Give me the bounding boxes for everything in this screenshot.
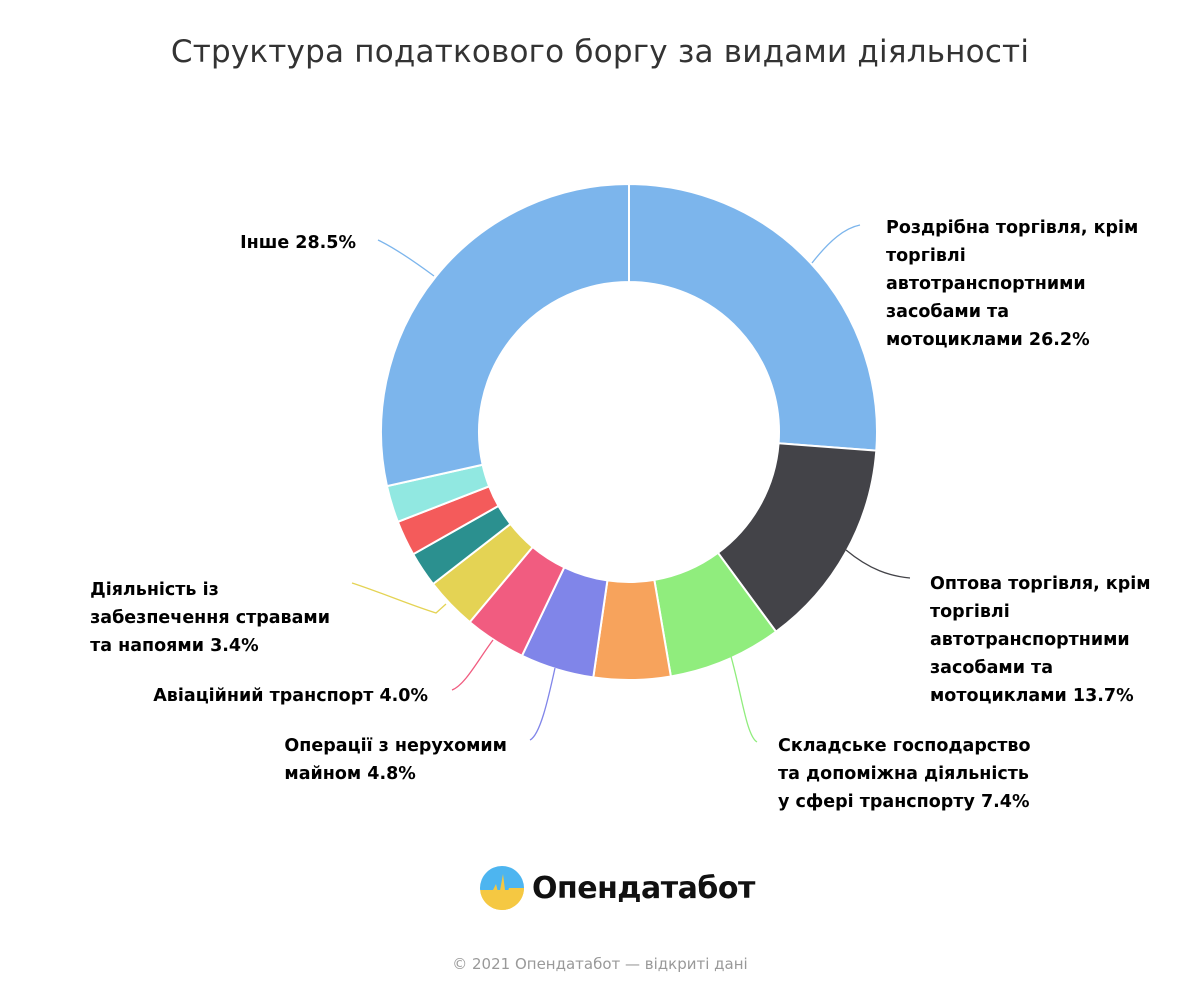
slice-label: Інше 28.5%: [240, 233, 356, 253]
leader-line: [845, 549, 911, 579]
leader-line: [451, 639, 494, 691]
slice-label: Операції з нерухомим майном 4.8%: [284, 736, 507, 784]
logo-icon: [480, 866, 524, 910]
footer-copyright: © 2021 Опендатабот — відкриті дані: [452, 955, 748, 973]
leader-line: [725, 639, 758, 743]
chart-title: Структура податкового боргу за видами ді…: [170, 34, 1030, 70]
leader-line: [811, 224, 861, 264]
leader-line: [351, 582, 447, 614]
slice-label: Діяльність із забезпечення стравами та н…: [90, 580, 330, 656]
slice-label: Авіаційний транспорт 4.0%: [153, 686, 428, 706]
slice-label: Складське господарство та допоміжна діял…: [778, 736, 1031, 812]
slice-label: Оптова торгівля, крім торгівлі автотранс…: [930, 574, 1151, 706]
donut-slice[interactable]: [628, 182, 878, 452]
donut-slice[interactable]: [380, 182, 630, 488]
opendatabot-logo: Опендатабот: [480, 866, 755, 910]
leader-line: [529, 667, 556, 741]
slice-label: Роздрібна торгівля, крім торгівлі автотр…: [886, 218, 1139, 350]
logo-text: Опендатабот: [532, 870, 755, 906]
leader-line: [377, 239, 435, 277]
